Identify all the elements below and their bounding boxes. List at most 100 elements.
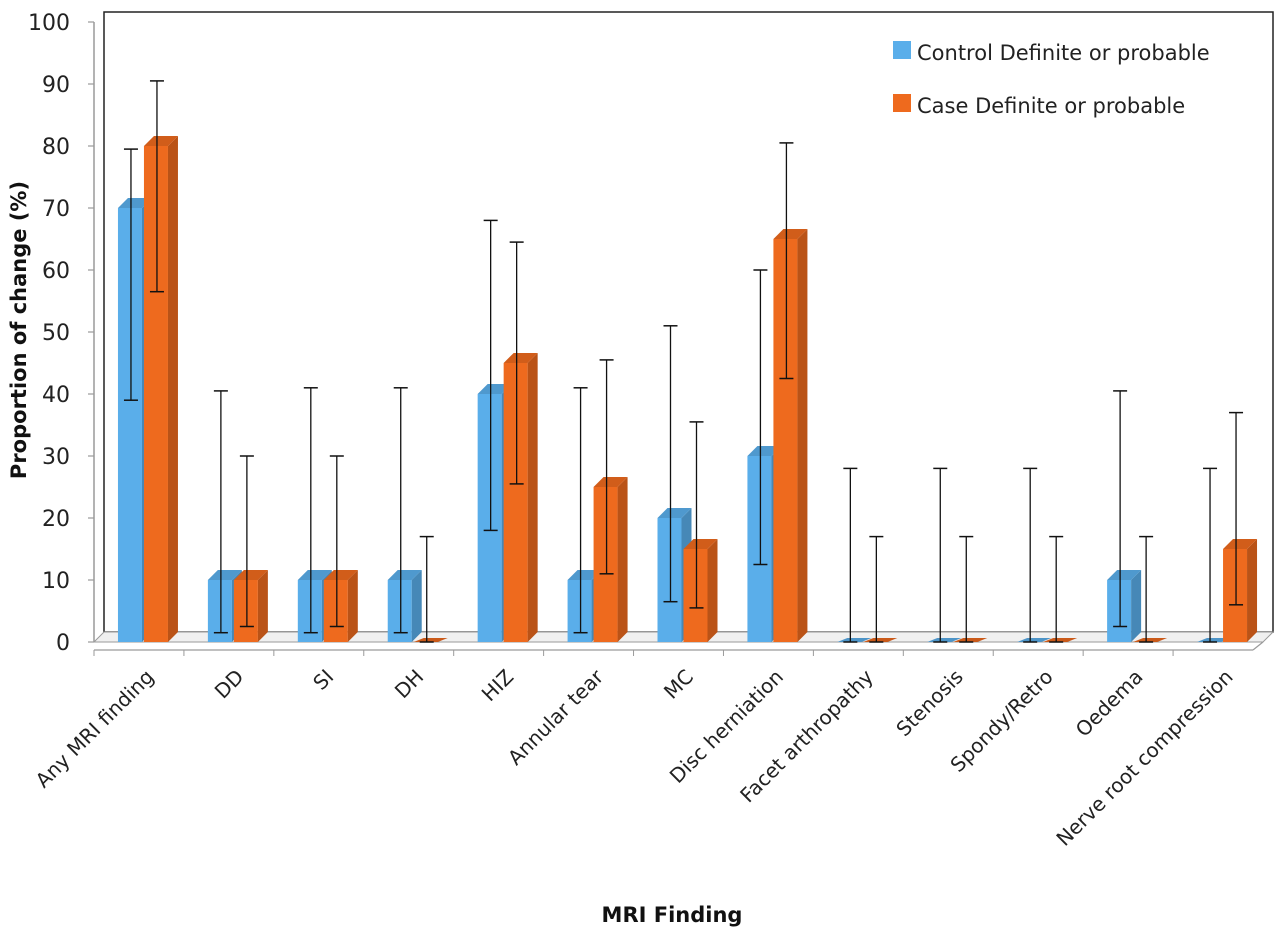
- error-bar: [1113, 390, 1128, 628]
- bar-front: [207, 580, 232, 642]
- error-bar: [1139, 535, 1154, 643]
- bar-top: [323, 570, 358, 580]
- y-tick-label: 30: [42, 445, 70, 470]
- error-bar: [1229, 411, 1244, 606]
- bar-top: [387, 570, 422, 580]
- bar-case: [593, 477, 628, 642]
- bar-case: [233, 570, 268, 642]
- error-bar: [329, 455, 344, 628]
- bar-case: [863, 638, 898, 642]
- bar-side: [167, 136, 178, 642]
- x-category-label: Any MRI finding: [31, 665, 159, 793]
- bar-top: [1197, 638, 1232, 642]
- bar-front: [593, 487, 618, 642]
- y-axis: 0 10 20 30 40 50 60 70 80 90 100: [28, 11, 95, 656]
- bar-front: [387, 580, 412, 642]
- error-bar: [573, 387, 588, 634]
- error-bar: [1049, 535, 1064, 643]
- bar-front: [477, 394, 502, 642]
- legend-swatch-control: [893, 41, 911, 59]
- error-bar: [123, 148, 138, 401]
- bar-top: [593, 477, 628, 487]
- x-category-label: HIZ: [477, 665, 518, 706]
- y-tick-label: 70: [42, 197, 70, 222]
- bar-top: [953, 638, 988, 642]
- error-bar: [393, 387, 408, 634]
- legend: Control Definite or probable Case Defini…: [893, 41, 1210, 118]
- error-bar: [959, 535, 974, 643]
- bar-side: [1131, 570, 1142, 642]
- y-tick-label: 80: [42, 135, 70, 160]
- error-bar: [869, 535, 884, 643]
- bar-top: [477, 384, 512, 394]
- bar-case: [1043, 638, 1078, 642]
- error-bar: [599, 359, 614, 575]
- legend-swatch-case: [893, 94, 911, 112]
- legend-label-case: Case Definite or probable: [917, 94, 1185, 118]
- bar-side: [257, 570, 268, 642]
- bar-control: [1197, 638, 1232, 642]
- error-bar: [663, 325, 678, 603]
- bar-top: [207, 570, 242, 580]
- bar-case: [323, 570, 358, 642]
- y-tick-label: 100: [28, 11, 70, 36]
- bar-front: [657, 518, 682, 642]
- y-tick-label: 0: [56, 631, 70, 656]
- bar-top: [117, 198, 152, 208]
- x-category-label: MC: [659, 665, 698, 704]
- bar-side: [617, 477, 628, 642]
- bar-side: [347, 570, 358, 642]
- x-category-label: Oedema: [1071, 665, 1148, 742]
- bar-top: [143, 136, 178, 146]
- y-axis-title: Proportion of change (%): [7, 181, 31, 479]
- y-tick-label: 50: [42, 321, 70, 346]
- bar-case: [503, 353, 538, 642]
- x-category-label: DD: [210, 665, 249, 704]
- x-category-label: DH: [390, 665, 429, 704]
- bar-front: [503, 363, 528, 642]
- error-bar: [753, 269, 768, 566]
- bar-front: [567, 580, 592, 642]
- error-bar: [149, 80, 164, 293]
- y-tick-label: 40: [42, 383, 70, 408]
- bar-front: [297, 580, 322, 642]
- y-tick-label: 10: [42, 569, 70, 594]
- bar-top: [773, 229, 808, 239]
- error-bar: [419, 535, 434, 643]
- legend-label-control: Control Definite or probable: [917, 41, 1210, 65]
- bar-front: [773, 239, 798, 642]
- bar-top: [413, 638, 448, 642]
- x-category-label: Stenosis: [891, 665, 967, 741]
- error-bar: [213, 390, 228, 634]
- bar-case: [1223, 539, 1258, 642]
- bar-top: [927, 638, 962, 642]
- error-bar: [933, 467, 948, 643]
- bar-control: [837, 638, 872, 642]
- bar-front: [323, 580, 348, 642]
- error-bar: [303, 387, 318, 634]
- y-tick-label: 20: [42, 507, 70, 532]
- x-category-label: Annular tear: [503, 664, 609, 770]
- bar-top: [657, 508, 692, 518]
- error-bar: [689, 421, 704, 609]
- bar-top: [863, 638, 898, 642]
- error-bar: [483, 219, 498, 532]
- bar-top: [1133, 638, 1168, 642]
- error-bar: [1203, 467, 1218, 643]
- bar-control: [1017, 638, 1052, 642]
- bar-front: [1223, 549, 1248, 642]
- error-bar: [1023, 467, 1038, 643]
- x-category-label: Nerve root compression: [1051, 665, 1237, 851]
- bar-side: [1247, 539, 1258, 642]
- bar-case: [413, 638, 448, 642]
- bar-control: [1107, 570, 1142, 642]
- x-category-label: SI: [308, 665, 338, 695]
- bar-top: [747, 446, 782, 456]
- bar-top: [233, 570, 268, 580]
- bar-side: [797, 229, 808, 642]
- error-bar: [509, 241, 524, 485]
- bar-top: [503, 353, 538, 363]
- error-bars: [123, 80, 1244, 643]
- bar-case: [143, 136, 178, 642]
